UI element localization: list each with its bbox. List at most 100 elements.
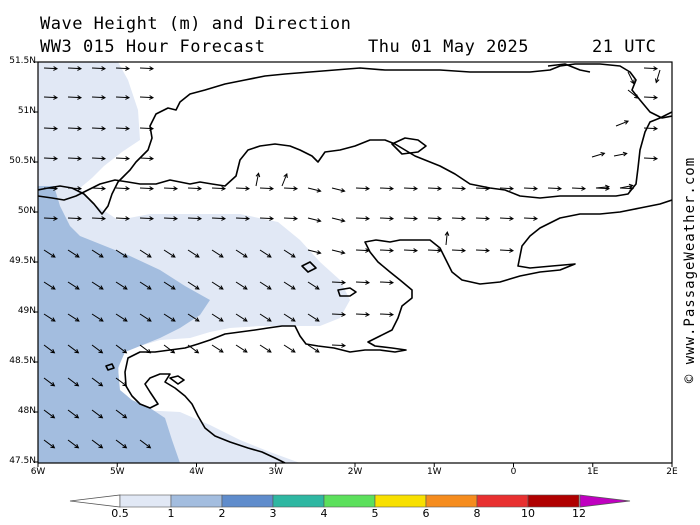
wave-direction-arrow: [307, 187, 322, 193]
lat-label: 48N: [17, 406, 36, 416]
wave-direction-arrow: [43, 313, 56, 322]
forecast-time: 21 UTC: [592, 37, 657, 57]
wave-direction-arrow: [451, 248, 467, 253]
wave-direction-arrow: [91, 249, 104, 258]
wave-direction-arrow: [139, 216, 155, 221]
wave-direction-arrow: [43, 66, 59, 71]
wave-direction-arrow: [91, 409, 104, 419]
wave-direction-arrow: [379, 248, 395, 253]
wave-direction-arrow: [67, 66, 83, 71]
lon-label: 2W: [347, 467, 363, 477]
lat-label: 51N: [17, 106, 36, 116]
wave-direction-arrow: [139, 281, 152, 290]
coastline-england: [38, 63, 672, 215]
colorbar-label: 4: [320, 507, 328, 520]
wave-direction-arrow: [115, 377, 128, 387]
lat-label: 47.5N: [9, 456, 36, 466]
wave-direction-arrow: [43, 126, 59, 131]
wave-direction-arrow: [211, 313, 224, 322]
colorbar-label: 12: [572, 507, 586, 520]
wave-direction-arrow: [211, 281, 224, 290]
colorbar-label: 0.5: [111, 507, 129, 520]
wave-direction-arrow: [283, 344, 296, 353]
wave-direction-arrow: [283, 249, 296, 258]
wave-direction-arrow: [115, 66, 131, 71]
colorbar-label: 10: [521, 507, 535, 520]
wave-direction-arrow: [259, 216, 275, 221]
colorbar-label: 2: [218, 507, 226, 520]
wave-direction-arrow: [403, 216, 419, 221]
wave-direction-arrow: [43, 439, 56, 449]
wave-direction-arrow: [283, 186, 299, 191]
wave-direction-arrow: [67, 186, 83, 191]
wave-direction-arrow: [627, 71, 635, 85]
lon-label: 2E: [666, 467, 678, 477]
wave-direction-arrow: [235, 281, 248, 290]
wave-direction-arrow: [259, 313, 272, 322]
wave-direction-arrow: [255, 172, 261, 187]
lat-label: 51.5N: [9, 56, 36, 66]
wave-direction-arrow: [281, 172, 288, 187]
wave-direction-arrow: [67, 126, 83, 131]
colorbar-segment: [170, 494, 223, 508]
wave-direction-arrow: [451, 186, 467, 191]
wave-direction-arrow: [187, 186, 203, 191]
lon-label: 5W: [109, 467, 125, 477]
colorbar-segment: [221, 494, 274, 508]
wave-direction-arrow: [43, 249, 56, 258]
wave-direction-arrow: [67, 439, 80, 449]
wave-direction-arrow: [91, 313, 104, 322]
wave-direction-arrow: [211, 344, 224, 353]
wave-direction-arrow: [654, 69, 661, 84]
wave-direction-arrow: [307, 281, 320, 290]
wave-direction-arrow: [307, 249, 322, 255]
wave-direction-arrow: [379, 186, 395, 191]
wave-zone-medium: [38, 186, 210, 463]
wave-direction-arrow: [499, 248, 515, 253]
coastline-jersey: [337, 287, 357, 297]
wave-direction-arrow: [43, 344, 56, 354]
wave-direction-arrow: [444, 231, 450, 246]
wave-direction-arrow: [235, 249, 248, 258]
wave-direction-arrow: [43, 377, 56, 387]
wave-direction-arrow: [475, 248, 491, 253]
wave-direction-arrow: [355, 216, 371, 221]
wave-direction-arrow: [643, 66, 659, 71]
credit: © www.PassageWeather.com: [682, 156, 698, 384]
wave-direction-arrow: [627, 89, 639, 99]
wave-direction-arrow: [211, 216, 227, 221]
wave-direction-arrow: [427, 216, 443, 221]
wave-direction-arrow: [547, 186, 563, 191]
wave-direction-arrow: [211, 249, 224, 258]
wave-direction-arrow: [499, 186, 515, 191]
wave-direction-arrow: [139, 66, 155, 71]
wave-direction-arrow: [139, 126, 155, 131]
wave-direction-arrow: [43, 216, 59, 221]
lon-label: 6W: [30, 467, 46, 477]
wave-direction-arrow: [91, 186, 107, 191]
wave-direction-arrow: [139, 249, 152, 258]
wave-direction-arrow: [91, 439, 104, 449]
wave-direction-arrow: [523, 186, 539, 191]
wave-direction-arrow: [67, 409, 80, 419]
wave-direction-arrow: [67, 249, 80, 258]
wave-direction-arrow: [91, 281, 104, 290]
wave-direction-arrow: [115, 249, 128, 258]
wave-direction-arrow: [139, 156, 155, 161]
wave-direction-arrow: [259, 344, 272, 353]
wave-direction-arrow: [259, 186, 275, 191]
coastline-belle-ile: [169, 375, 185, 385]
wave-direction-arrow: [235, 344, 248, 353]
wave-direction-arrow: [139, 439, 152, 449]
lon-label: 4W: [189, 467, 204, 477]
colorbar-segment: [476, 494, 529, 508]
wave-direction-arrow: [163, 344, 176, 354]
lon-label: 3W: [268, 467, 284, 477]
lat-label: 49N: [17, 306, 36, 316]
colorbar-label: 5: [371, 507, 379, 520]
wave-direction-arrow: [139, 95, 155, 100]
wave-direction-arrow: [67, 281, 80, 290]
wave-direction-arrow: [259, 249, 272, 258]
wave-direction-arrow: [115, 439, 128, 449]
